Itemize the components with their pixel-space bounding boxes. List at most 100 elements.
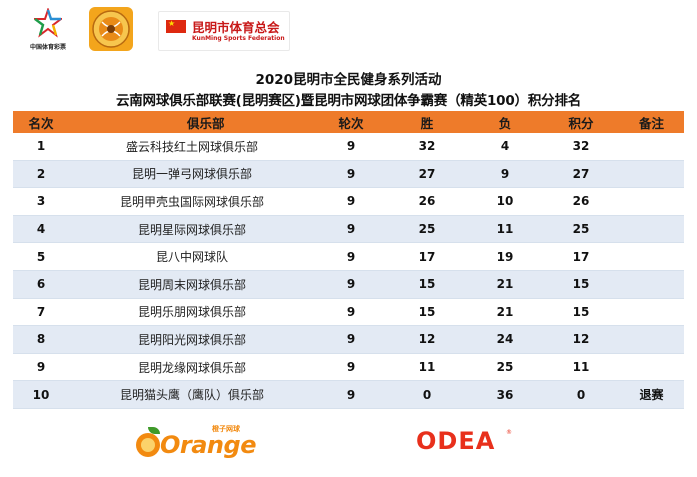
table-row: 2 昆明一弹弓网球俱乐部 9 27 9 27 [13,160,684,189]
club-cell: 昆明星际网球俱乐部 [137,222,246,237]
header-rank: 名次 [28,115,54,131]
rounds-cell: 9 [346,194,356,209]
rounds-cell: 9 [346,277,356,292]
federation-name-en: KunMing Sports Federation [192,35,285,42]
wins-cell: 12 [418,332,436,347]
tennis-club-badge-icon [89,7,133,51]
ranking-table: 名次 俱乐部 轮次 胜 负 积分 备注 1 盛云科技红土网球俱乐部 9 32 4… [13,111,684,409]
club-cell: 昆明甲壳虫国际网球俱乐部 [119,194,264,209]
header-losses: 负 [498,115,512,131]
table-row: 7 昆明乐朋网球俱乐部 9 15 21 15 [13,299,684,327]
note-cell [619,243,684,270]
table-row: 5 昆八中网球队 9 17 19 17 [13,243,684,271]
note-cell [619,354,684,381]
losses-cell: 19 [496,249,514,264]
wins-cell: 26 [418,194,436,209]
rounds-cell: 9 [346,387,356,402]
losses-cell: 9 [500,166,510,181]
wins-cell: 25 [418,222,436,237]
rank-cell: 8 [36,332,46,347]
table-row: 4 昆明星际网球俱乐部 9 25 11 25 [13,215,684,244]
table-row: 10 昆明猫头鹰（鹰队）俱乐部 9 0 36 0 退赛 [13,381,684,409]
rounds-cell: 9 [346,304,356,319]
points-cell: 26 [572,194,590,209]
wins-cell: 0 [422,387,432,402]
odea-sponsor-logo: ODEA ® [416,427,516,457]
orange-leaf-icon [148,427,160,434]
wins-cell: 15 [418,277,436,292]
header-points: 积分 [568,115,594,131]
rank-cell: 7 [36,304,46,319]
losses-cell: 36 [496,387,514,402]
header-rounds: 轮次 [338,115,364,131]
losses-cell: 25 [496,360,514,375]
note-cell [619,299,684,326]
club-cell: 昆明龙缘网球俱乐部 [137,360,246,375]
points-cell: 15 [572,277,590,292]
note-cell [619,326,684,353]
orange-logo-cn: 橙子网球 [212,425,240,433]
rank-cell: 5 [36,249,46,264]
losses-cell: 4 [500,139,510,154]
wins-cell: 32 [418,139,436,154]
registered-mark-icon: ® [506,429,512,436]
rounds-cell: 9 [346,332,356,347]
table-row: 8 昆明阳光网球俱乐部 9 12 24 12 [13,326,684,354]
lottery-logo-text: 中国体育彩票 [29,44,66,51]
points-cell: 15 [572,304,590,319]
federation-name-cn: 昆明市体育总会 [192,20,280,35]
rank-cell: 4 [36,222,46,237]
wins-cell: 15 [418,304,436,319]
page-title: 2020昆明市全民健身系列活动 [255,72,442,88]
page-subtitle: 云南网球俱乐部联赛(昆明赛区)暨昆明市网球团体争霸赛（精英100）积分排名 [115,93,582,109]
club-cell: 盛云科技红土网球俱乐部 [125,139,258,154]
note-cell [619,216,684,243]
losses-cell: 10 [496,194,514,209]
note-cell [619,271,684,298]
points-cell: 0 [576,387,586,402]
losses-cell: 21 [496,277,514,292]
note-cell [619,133,684,160]
header-wins: 胜 [420,115,434,131]
club-cell: 昆明乐朋网球俱乐部 [137,305,246,320]
points-cell: 32 [572,139,590,154]
table-row: 6 昆明周末网球俱乐部 9 15 21 15 [13,270,684,299]
sports-lottery-logo: 中国体育彩票 [22,8,74,56]
header-club: 俱乐部 [187,115,225,131]
club-cell: 昆明阳光网球俱乐部 [137,332,246,347]
club-cell: 昆明一弹弓网球俱乐部 [131,167,252,182]
wins-cell: 17 [418,249,436,264]
rounds-cell: 9 [346,249,356,264]
rank-cell: 3 [36,194,46,209]
losses-cell: 21 [496,304,514,319]
table-row: 1 盛云科技红土网球俱乐部 9 32 4 32 [13,133,684,161]
china-flag-icon [166,19,186,33]
rank-cell: 6 [36,277,46,292]
note-cell [619,161,684,188]
note-cell: 退赛 [639,388,664,403]
star-logo-icon [34,8,62,38]
rank-cell: 2 [36,166,46,181]
wins-cell: 11 [418,360,436,375]
table-header-row: 名次 俱乐部 轮次 胜 负 积分 备注 [13,111,684,133]
table-row: 3 昆明甲壳虫国际网球俱乐部 9 26 10 26 [13,188,684,216]
kunming-sports-federation-logo: 昆明市体育总会 KunMing Sports Federation [158,11,290,51]
losses-cell: 24 [496,332,514,347]
points-cell: 11 [572,360,590,375]
rank-cell: 10 [32,387,50,402]
rounds-cell: 9 [346,139,356,154]
orange-fruit-icon [136,433,160,457]
points-cell: 12 [572,332,590,347]
points-cell: 17 [572,249,590,264]
orange-tennis-sponsor-logo: Orange 橙子网球 [136,425,256,461]
losses-cell: 11 [496,222,514,237]
wins-cell: 27 [418,166,436,181]
table-row: 9 昆明龙缘网球俱乐部 9 11 25 11 [13,354,684,382]
rounds-cell: 9 [346,360,356,375]
points-cell: 25 [572,222,590,237]
rounds-cell: 9 [346,222,356,237]
header-note: 备注 [638,115,664,131]
points-cell: 27 [572,166,590,181]
club-cell: 昆八中网球队 [155,250,228,265]
rank-cell: 1 [36,139,46,154]
